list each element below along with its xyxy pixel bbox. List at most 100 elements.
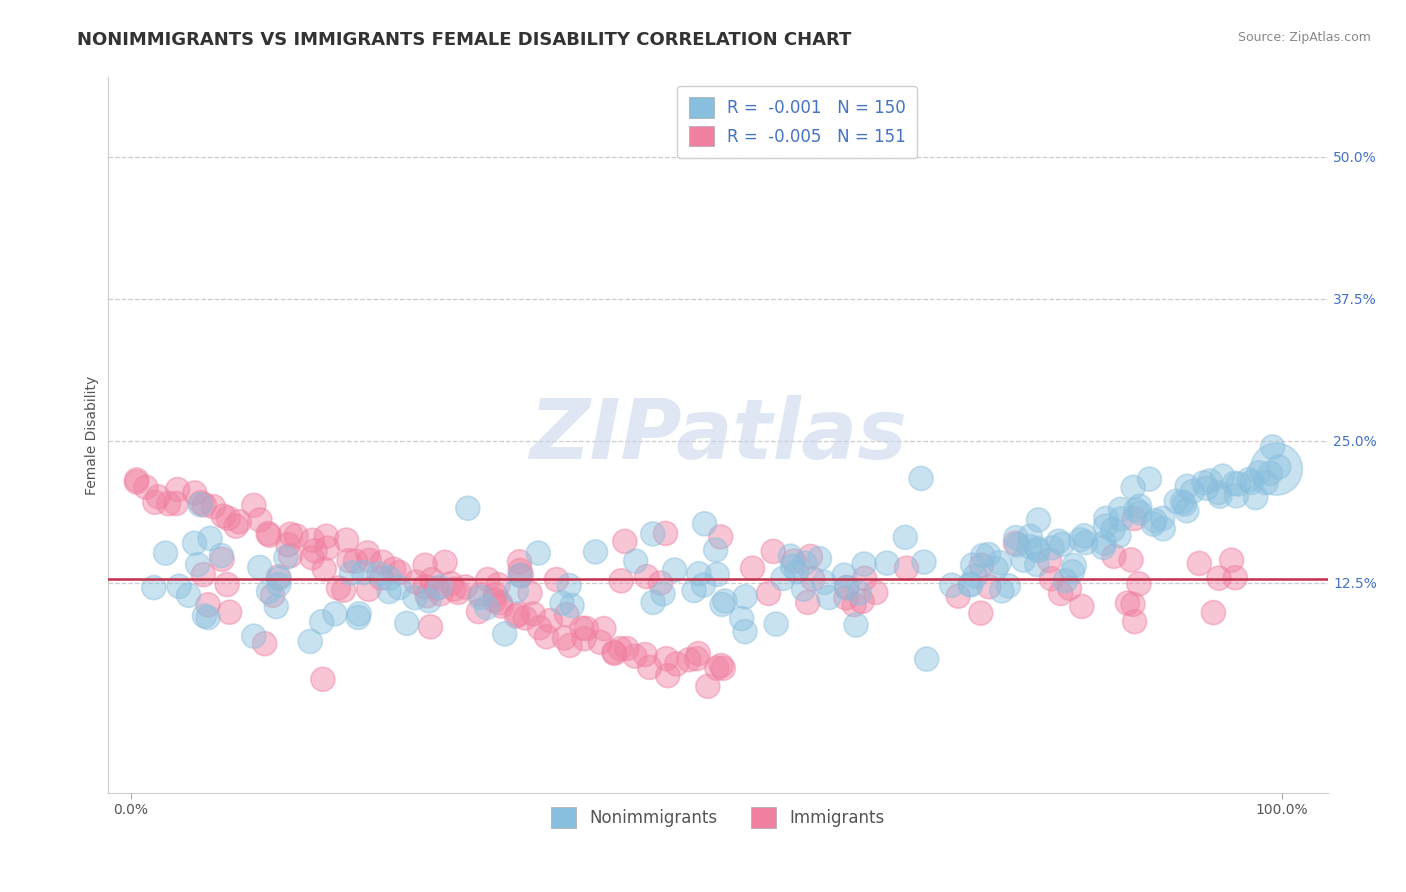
Point xyxy=(710,530,733,544)
Point xyxy=(624,554,647,568)
Point xyxy=(741,561,763,575)
Point xyxy=(333,583,356,598)
Point xyxy=(782,559,804,574)
Point xyxy=(420,573,443,587)
Point xyxy=(347,610,370,624)
Point xyxy=(686,651,709,665)
Point xyxy=(1052,537,1074,551)
Point xyxy=(378,584,401,599)
Point xyxy=(323,607,346,621)
Point xyxy=(486,578,509,592)
Point xyxy=(413,558,436,573)
Point xyxy=(280,527,302,541)
Point xyxy=(912,555,935,569)
Point xyxy=(430,587,453,601)
Point xyxy=(527,546,550,560)
Point xyxy=(429,580,451,594)
Point xyxy=(783,554,806,568)
Point xyxy=(977,580,1000,594)
Point xyxy=(551,596,574,610)
Point xyxy=(1223,476,1246,491)
Point xyxy=(813,575,835,590)
Point xyxy=(1208,485,1230,500)
Point xyxy=(592,622,614,636)
Point xyxy=(457,501,479,516)
Point xyxy=(1152,522,1174,536)
Point xyxy=(1188,557,1211,571)
Point xyxy=(835,581,858,595)
Point xyxy=(589,635,612,649)
Point xyxy=(793,582,815,596)
Point xyxy=(797,595,820,609)
Point xyxy=(359,553,381,567)
Point xyxy=(714,594,737,608)
Point xyxy=(546,573,568,587)
Point xyxy=(142,581,165,595)
Point xyxy=(335,533,357,547)
Point xyxy=(508,555,530,569)
Point xyxy=(280,549,302,563)
Point xyxy=(1018,540,1040,554)
Point xyxy=(970,606,993,620)
Point xyxy=(277,538,299,552)
Point xyxy=(896,561,918,575)
Point xyxy=(683,583,706,598)
Point xyxy=(202,500,225,514)
Point xyxy=(197,598,219,612)
Point xyxy=(357,582,380,597)
Point xyxy=(1208,571,1230,585)
Point xyxy=(1074,535,1097,549)
Y-axis label: Female Disability: Female Disability xyxy=(86,376,100,495)
Point xyxy=(1025,558,1047,572)
Point xyxy=(440,576,463,591)
Point xyxy=(454,580,477,594)
Point xyxy=(257,584,280,599)
Legend: Nonimmigrants, Immigrants: Nonimmigrants, Immigrants xyxy=(544,801,891,834)
Point xyxy=(779,549,801,563)
Point xyxy=(475,600,498,615)
Point xyxy=(1202,606,1225,620)
Point xyxy=(706,567,728,582)
Point xyxy=(851,594,873,608)
Point xyxy=(1116,596,1139,610)
Point xyxy=(711,598,734,612)
Point xyxy=(693,516,716,531)
Point xyxy=(198,532,221,546)
Point xyxy=(1254,475,1277,490)
Point xyxy=(1247,466,1270,480)
Point xyxy=(285,529,308,543)
Point xyxy=(835,581,858,595)
Point xyxy=(253,637,276,651)
Point xyxy=(1038,553,1060,567)
Point xyxy=(558,639,581,653)
Point xyxy=(845,618,868,632)
Point xyxy=(1040,572,1063,586)
Point xyxy=(382,562,405,576)
Point xyxy=(371,555,394,569)
Point xyxy=(166,483,188,497)
Point xyxy=(1102,549,1125,564)
Point xyxy=(965,569,987,583)
Point xyxy=(315,529,337,543)
Point xyxy=(470,587,492,601)
Point xyxy=(519,586,541,600)
Point xyxy=(367,566,389,581)
Point xyxy=(876,556,898,570)
Point xyxy=(1119,553,1142,567)
Point xyxy=(467,605,489,619)
Point xyxy=(959,578,981,592)
Point xyxy=(243,498,266,512)
Point xyxy=(1139,472,1161,486)
Point xyxy=(609,641,631,656)
Point xyxy=(844,598,866,612)
Point xyxy=(183,536,205,550)
Point xyxy=(477,573,499,587)
Point xyxy=(1102,523,1125,537)
Point xyxy=(696,679,718,693)
Point xyxy=(1244,491,1267,505)
Point xyxy=(1174,497,1197,511)
Point xyxy=(217,577,239,591)
Point xyxy=(1129,506,1152,520)
Point xyxy=(688,566,710,581)
Point xyxy=(249,513,271,527)
